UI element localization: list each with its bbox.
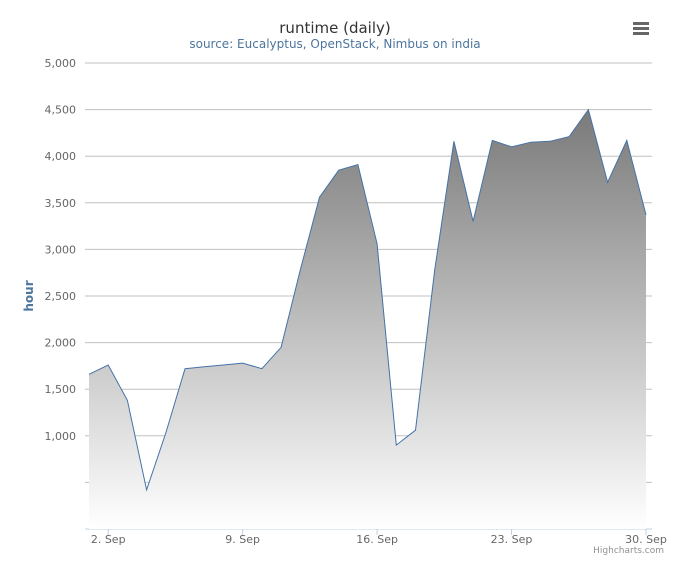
hamburger-menu-icon[interactable] [626, 14, 656, 44]
y-axis-label: hour [22, 280, 36, 311]
y-tick-label: 2,000 [45, 337, 77, 350]
series-area-fill [89, 109, 646, 529]
y-tick-label: 1,000 [45, 430, 77, 443]
y-axis-ticks: 1,000 1,500 2,000 2,500 3,000 3,500 4,000 4,500… [45, 57, 77, 443]
x-axis-ticks: 2. Sep 9. Sep 16. Sep 23. Sep 30. Sep [91, 529, 667, 546]
x-tick-label: 2. Sep [91, 533, 126, 546]
credits-link[interactable]: Highcharts.com [593, 546, 664, 556]
y-tick-label: 3,000 [45, 243, 77, 256]
y-tick-label: 3,500 [45, 197, 77, 210]
y-tick-label: 1,500 [45, 383, 77, 396]
x-tick-label: 30. Sep [625, 533, 667, 546]
series-line [88, 108, 647, 492]
x-tick-label: 9. Sep [225, 533, 260, 546]
y-tick-label: 4,500 [45, 104, 77, 117]
x-tick-label: 23. Sep [491, 533, 533, 546]
y-tick-label: 5,000 [45, 57, 77, 70]
series-area [88, 108, 647, 529]
chart-title: runtime (daily) [279, 19, 390, 37]
y-tick-label: 2,500 [45, 290, 77, 303]
x-tick-label: 16. Sep [356, 533, 398, 546]
chart-subtitle: source: Eucalyptus, OpenStack, Nimbus on… [189, 37, 480, 51]
y-tick-label: 4,000 [45, 150, 77, 163]
